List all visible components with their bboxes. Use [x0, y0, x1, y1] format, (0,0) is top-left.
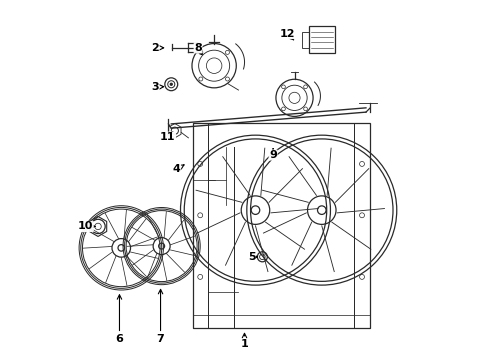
Text: 11: 11 — [160, 131, 175, 142]
Bar — [192, 123, 369, 328]
Text: 6: 6 — [115, 295, 123, 344]
Text: 4: 4 — [172, 164, 183, 174]
Bar — [192, 315, 369, 328]
Text: 10: 10 — [78, 221, 95, 231]
Text: 3: 3 — [151, 82, 163, 92]
Text: 2: 2 — [151, 43, 163, 53]
Text: 7: 7 — [156, 289, 164, 344]
Circle shape — [170, 83, 172, 85]
Text: 9: 9 — [268, 149, 276, 160]
Text: 8: 8 — [194, 43, 202, 55]
Text: 5: 5 — [247, 252, 257, 262]
Text: 1: 1 — [240, 333, 248, 349]
Bar — [308, 26, 334, 53]
Text: 12: 12 — [279, 28, 295, 40]
Bar — [302, 32, 308, 48]
